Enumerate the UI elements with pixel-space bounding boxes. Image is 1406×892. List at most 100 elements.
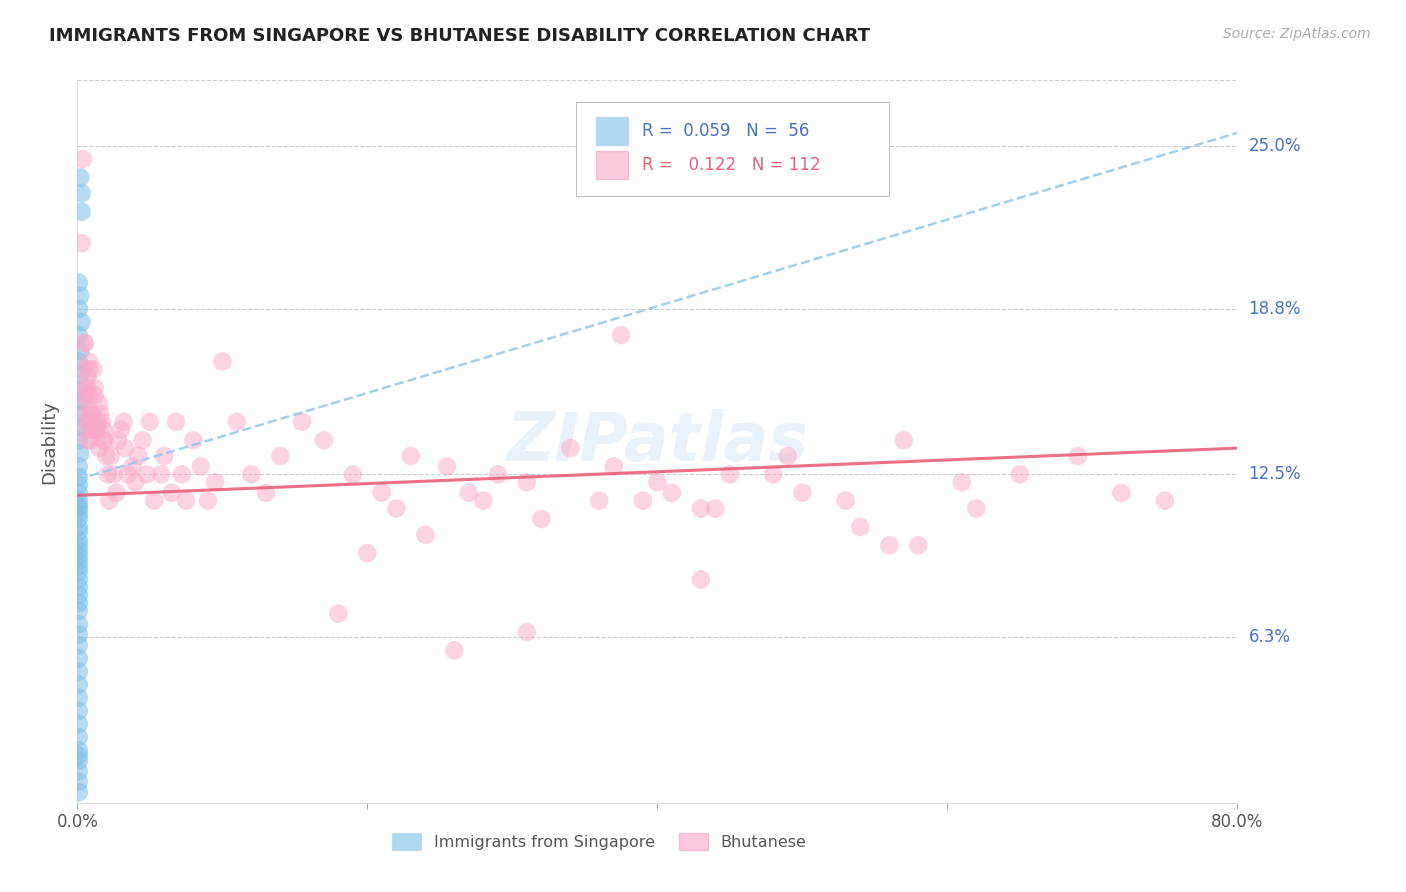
Point bbox=[661, 485, 683, 500]
Point bbox=[530, 512, 553, 526]
Point bbox=[190, 459, 212, 474]
Point bbox=[312, 434, 335, 448]
Point bbox=[67, 434, 90, 448]
Point bbox=[67, 543, 90, 558]
Point bbox=[67, 665, 90, 679]
Point bbox=[70, 204, 93, 219]
Point bbox=[70, 186, 93, 201]
Point bbox=[75, 381, 97, 395]
Point bbox=[67, 785, 90, 799]
Point bbox=[143, 493, 166, 508]
Point bbox=[342, 467, 364, 482]
Point bbox=[762, 467, 785, 482]
Text: 6.3%: 6.3% bbox=[1249, 628, 1291, 647]
Point bbox=[67, 617, 90, 632]
Point bbox=[371, 485, 394, 500]
Point bbox=[893, 434, 915, 448]
Point bbox=[79, 407, 101, 421]
Bar bbox=[596, 151, 628, 178]
Point bbox=[96, 449, 118, 463]
Point bbox=[67, 588, 90, 602]
Point bbox=[69, 368, 91, 382]
Point bbox=[67, 651, 90, 665]
Point bbox=[80, 415, 103, 429]
Point bbox=[73, 336, 96, 351]
Text: 18.8%: 18.8% bbox=[1249, 300, 1301, 318]
Point bbox=[67, 533, 90, 547]
Point bbox=[67, 459, 90, 474]
Point bbox=[107, 434, 129, 448]
Point bbox=[67, 478, 90, 492]
Point bbox=[776, 449, 799, 463]
Point bbox=[436, 459, 458, 474]
Point bbox=[77, 388, 100, 402]
Point bbox=[849, 520, 872, 534]
Point bbox=[254, 485, 277, 500]
Point bbox=[67, 525, 90, 540]
Point bbox=[76, 415, 98, 429]
Point bbox=[82, 362, 104, 376]
Point bbox=[356, 546, 378, 560]
Point bbox=[67, 559, 90, 574]
Point bbox=[689, 501, 711, 516]
Point bbox=[98, 493, 121, 508]
Point bbox=[124, 475, 146, 490]
Point bbox=[835, 493, 858, 508]
Point bbox=[77, 354, 100, 368]
Point bbox=[67, 730, 90, 744]
Point bbox=[472, 493, 495, 508]
Point bbox=[79, 434, 101, 448]
Point bbox=[1111, 485, 1133, 500]
Point bbox=[197, 493, 219, 508]
Point bbox=[72, 362, 94, 376]
Point bbox=[67, 748, 90, 763]
Point bbox=[689, 573, 711, 587]
Point bbox=[443, 643, 465, 657]
Point bbox=[165, 415, 187, 429]
Point bbox=[90, 407, 111, 421]
Point bbox=[73, 336, 96, 351]
Point bbox=[965, 501, 987, 516]
Text: ZIPatlas: ZIPatlas bbox=[506, 409, 808, 475]
Point bbox=[67, 354, 90, 368]
Point bbox=[486, 467, 509, 482]
Point bbox=[69, 420, 91, 434]
Point bbox=[67, 677, 90, 691]
Point bbox=[84, 423, 107, 437]
Point bbox=[114, 441, 136, 455]
Point bbox=[70, 236, 93, 251]
Point bbox=[792, 485, 814, 500]
Point bbox=[80, 407, 103, 421]
Point bbox=[603, 459, 626, 474]
Point bbox=[67, 764, 90, 779]
Point bbox=[75, 407, 97, 421]
Point bbox=[67, 276, 90, 290]
Point bbox=[560, 441, 582, 455]
Point bbox=[1067, 449, 1090, 463]
Point bbox=[87, 396, 110, 410]
Point bbox=[67, 407, 90, 421]
Point bbox=[67, 470, 90, 484]
Point bbox=[87, 441, 110, 455]
Point bbox=[1008, 467, 1031, 482]
Point bbox=[67, 549, 90, 563]
Point bbox=[385, 501, 408, 516]
Point bbox=[72, 152, 94, 166]
Point bbox=[877, 538, 901, 552]
Point bbox=[516, 475, 538, 490]
Point bbox=[67, 485, 90, 500]
Point bbox=[67, 384, 90, 398]
Point bbox=[67, 538, 90, 552]
Point bbox=[103, 467, 125, 482]
Point bbox=[67, 499, 90, 513]
Point bbox=[76, 370, 98, 384]
Point bbox=[94, 434, 117, 448]
Point bbox=[75, 423, 97, 437]
Point bbox=[83, 388, 105, 402]
Point bbox=[950, 475, 973, 490]
Text: Source: ZipAtlas.com: Source: ZipAtlas.com bbox=[1223, 27, 1371, 41]
Text: IMMIGRANTS FROM SINGAPORE VS BHUTANESE DISABILITY CORRELATION CHART: IMMIGRANTS FROM SINGAPORE VS BHUTANESE D… bbox=[49, 27, 870, 45]
Text: R =  0.059   N =  56: R = 0.059 N = 56 bbox=[643, 122, 810, 140]
Point bbox=[67, 596, 90, 610]
Point bbox=[121, 459, 143, 474]
